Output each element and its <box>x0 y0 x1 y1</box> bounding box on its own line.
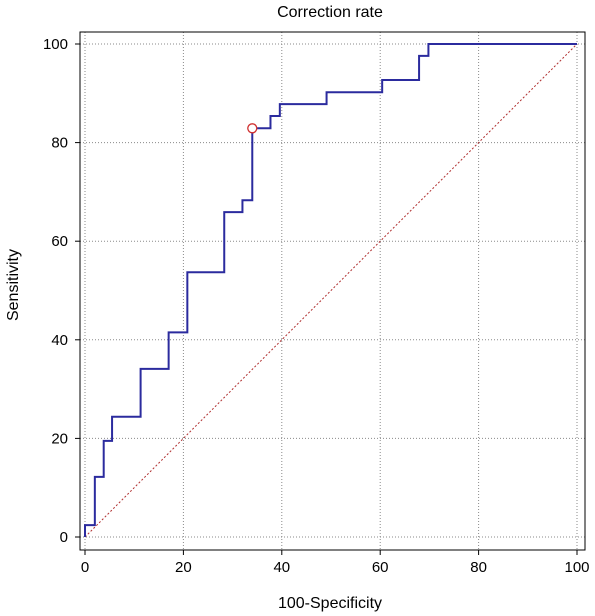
plot-frame <box>79 31 586 551</box>
x-axis-tick-labels: 0 20 40 60 80 100 <box>81 559 590 576</box>
x-tick-label: 0 <box>81 559 89 576</box>
grid-lines <box>80 32 585 550</box>
x-tick-label: 20 <box>175 559 192 576</box>
x-tick-label: 60 <box>372 559 389 576</box>
x-tick-label: 100 <box>564 559 589 576</box>
reference-diagonal-line <box>84 43 578 538</box>
chart-title: Correction rate <box>277 4 383 21</box>
y-axis-tick-labels: 0 20 40 60 80 100 <box>43 36 68 546</box>
y-tick-label: 40 <box>51 332 68 349</box>
y-tick-label: 60 <box>51 233 68 250</box>
y-tick-label: 80 <box>51 135 68 152</box>
y-tick-label: 0 <box>60 529 68 546</box>
series-layer <box>84 43 578 538</box>
y-axis-label: Sensitivity <box>5 249 22 321</box>
axis-ticks <box>75 43 578 555</box>
x-tick-label: 40 <box>273 559 290 576</box>
y-tick-label: 100 <box>43 36 68 53</box>
roc-curve-line <box>84 43 577 537</box>
optimal-cutoff-marker <box>247 123 258 134</box>
x-tick-label: 80 <box>470 559 487 576</box>
y-tick-label: 20 <box>51 430 68 447</box>
x-axis-label: 100-Specificity <box>278 595 382 612</box>
